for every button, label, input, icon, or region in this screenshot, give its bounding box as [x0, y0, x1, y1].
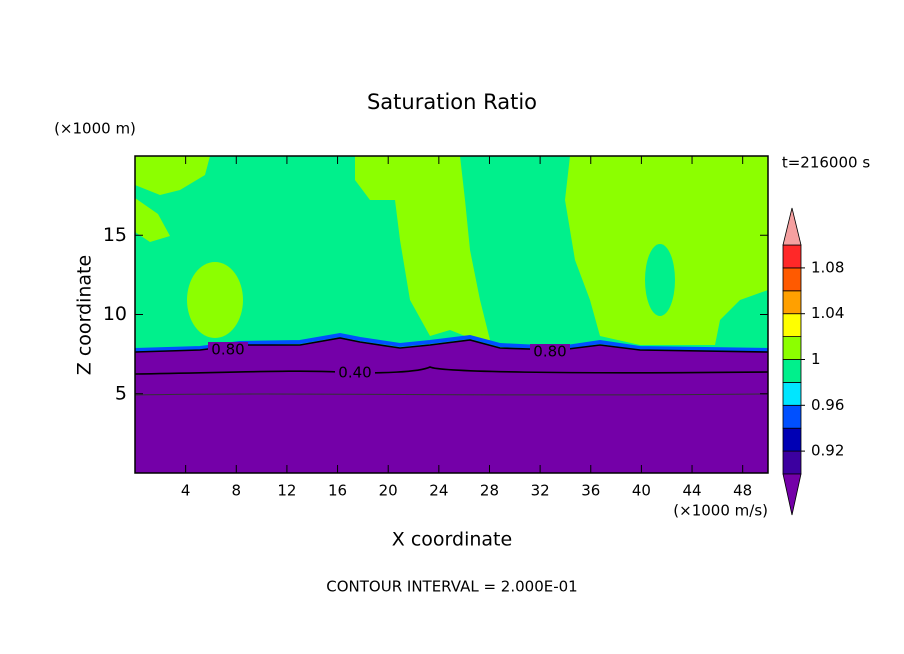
- contour-line: [134, 366, 769, 375]
- x-axis-label: X coordinate: [392, 529, 512, 551]
- colorbar-box: [782, 336, 802, 360]
- colorbar-box: [782, 381, 802, 406]
- contour-label-bg: [530, 344, 570, 360]
- contour-label-bg: [208, 342, 248, 358]
- field-region: [135, 156, 210, 195]
- x-tick-label: 28: [480, 482, 499, 500]
- x-tick-label: 44: [682, 482, 701, 500]
- colorbar-box: [782, 450, 802, 475]
- field: [134, 156, 769, 473]
- chart-title: Saturation Ratio: [367, 90, 537, 114]
- footnote: CONTOUR INTERVAL = 2.000E-01: [326, 578, 577, 596]
- y-unit: (×1000 m): [54, 120, 136, 138]
- colorbar-under: [782, 473, 802, 516]
- contour-label: 0.80: [211, 341, 244, 359]
- colorbar-over: [782, 207, 802, 246]
- field-region: [135, 198, 170, 242]
- field-region: [187, 262, 243, 338]
- colorbar-tick-label: 1.08: [811, 258, 844, 276]
- x-tick-label: 4: [181, 482, 191, 500]
- colorbar-tick-label: 0.96: [811, 396, 844, 414]
- field-region: [645, 244, 675, 316]
- x-tick-label: 24: [429, 482, 448, 500]
- x-tick-label: 36: [581, 482, 600, 500]
- colorbar-box: [782, 313, 802, 338]
- contour-line: [134, 337, 769, 353]
- x-tick-label: 20: [379, 482, 398, 500]
- x-tick-label: 12: [277, 482, 296, 500]
- colorbar-tick-label: 0.92: [811, 442, 844, 460]
- contour-label-bg: [335, 365, 375, 381]
- x-tick-label: 16: [328, 482, 347, 500]
- field-region: [134, 332, 769, 352]
- colorbar-tick-label: 1.04: [811, 304, 844, 322]
- y-tick-label: 15: [103, 224, 127, 246]
- x-tick-label: 40: [632, 482, 651, 500]
- colorbar-box: [782, 359, 802, 383]
- colorbar-box: [782, 290, 802, 315]
- y-tick-label: 5: [115, 382, 127, 404]
- y-tick-label: 10: [103, 303, 127, 325]
- colorbar-box: [782, 267, 802, 292]
- x-tick-label: 48: [733, 482, 752, 500]
- colorbar-box: [782, 427, 802, 452]
- colorbar-tick-label: 1: [811, 350, 821, 368]
- y-axis-label: Z coordinate: [74, 255, 96, 375]
- contour-label: 0.40: [338, 364, 371, 382]
- contour-label: 0.80: [533, 343, 566, 361]
- x-tick-label: 8: [232, 482, 242, 500]
- colorbar-box: [782, 404, 802, 429]
- time-label: t=216000 s: [782, 154, 870, 172]
- colorbar-box: [782, 244, 802, 269]
- field-region: [355, 156, 490, 340]
- contour-line: [134, 393, 769, 396]
- x-unit: (×1000 m/s): [673, 502, 768, 520]
- x-tick-label: 32: [531, 482, 550, 500]
